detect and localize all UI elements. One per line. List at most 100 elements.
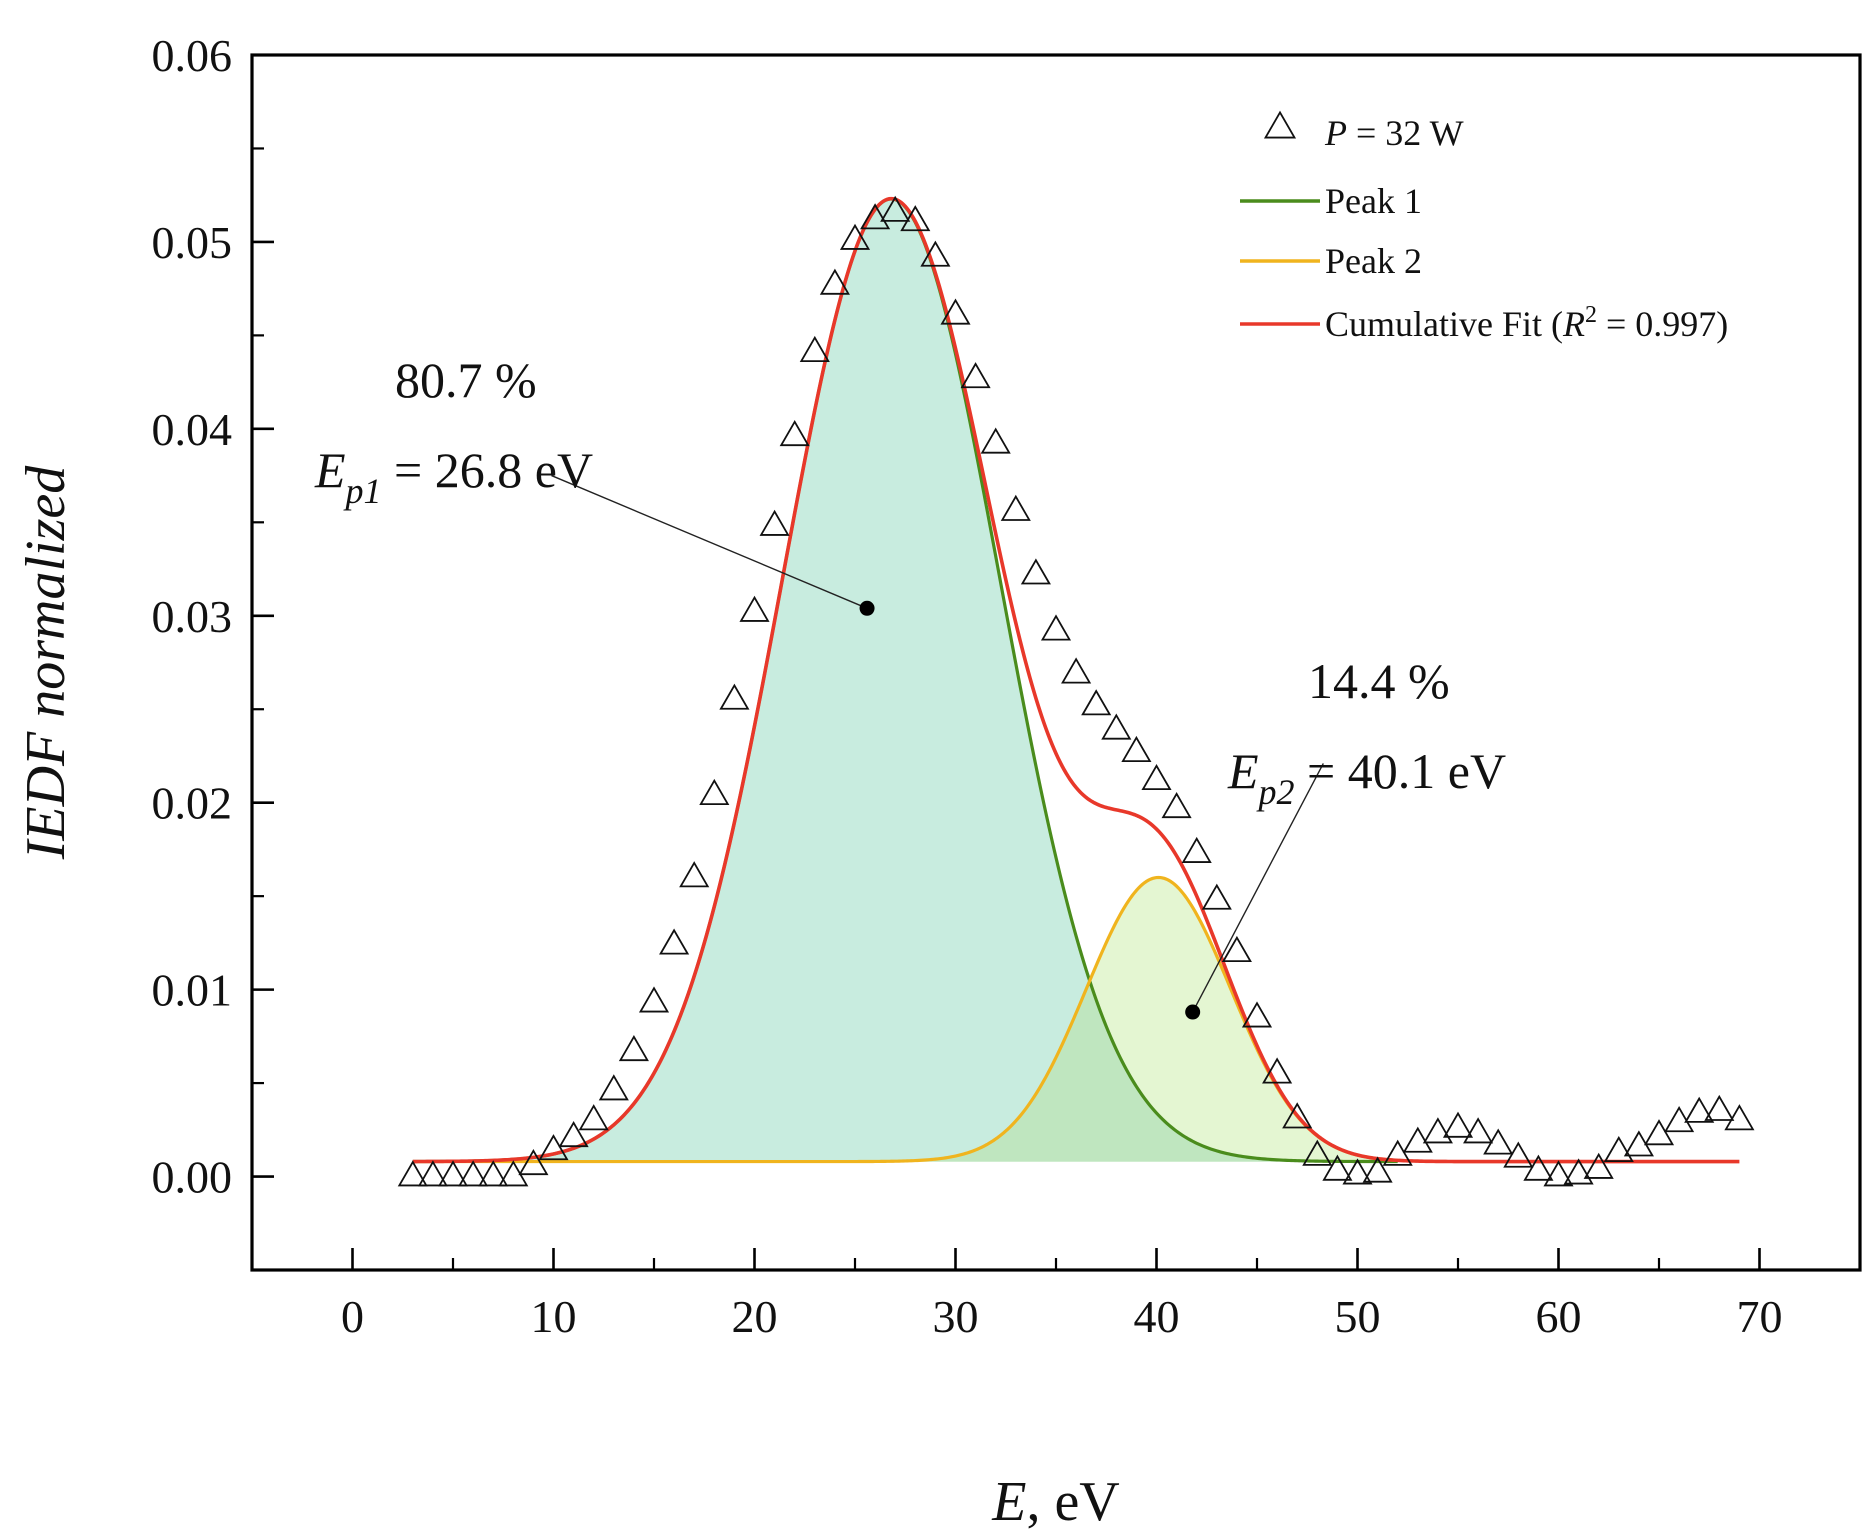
data-point: [759, 509, 790, 536]
legend-label-points: P = 32 W: [1324, 113, 1464, 153]
x-tick-label: 10: [531, 1291, 577, 1342]
data-point: [1181, 836, 1212, 863]
data-point: [458, 1160, 489, 1187]
data-point: [860, 203, 891, 230]
data-point: [638, 986, 670, 1013]
data-point: [1040, 614, 1072, 641]
data-point: [1141, 763, 1172, 791]
cumulative-fit-curve: [412, 196, 1740, 1164]
data-point: [1603, 1135, 1634, 1163]
data-point: [920, 240, 951, 267]
x-tick-label: 0: [341, 1291, 364, 1342]
y-tick-label: 0.04: [152, 404, 233, 455]
annotation-leader-line: [551, 474, 868, 609]
overlap-fill: [412, 982, 1398, 1162]
data-point: [618, 1035, 649, 1062]
data-point: [1684, 1096, 1715, 1123]
axes-layer: 0 10 20 30 40 50 60 70 0.00 0.01 0.02 0.03 0.04 0.05 0…: [15, 30, 1862, 1533]
x-tick-label: 70: [1737, 1291, 1783, 1342]
data-point: [960, 362, 991, 389]
x-tick-label: 40: [1134, 1291, 1180, 1342]
data-point: [1643, 1119, 1675, 1146]
data-point: [437, 1160, 469, 1187]
data-point: [1543, 1160, 1574, 1187]
legend-label-peak2: Peak 2: [1325, 241, 1422, 281]
data-point: [900, 205, 931, 232]
data-point: [819, 268, 850, 295]
data-point: [880, 195, 911, 222]
data-point: [1161, 792, 1192, 819]
data-point: [1241, 1001, 1273, 1028]
data-point: [799, 335, 830, 362]
data-point: [980, 427, 1011, 454]
peak2-fill: [412, 877, 1398, 1162]
y-tick-label: 0.01: [152, 965, 233, 1016]
legend-label-fit: Cumulative Fit (R2 = 0.997): [1325, 302, 1728, 344]
data-point: [1664, 1106, 1695, 1133]
peak2-curve: [412, 875, 1398, 1164]
legend-label-peak1: Peak 1: [1325, 181, 1422, 221]
annotation-percent: 80.7 %: [395, 352, 537, 408]
data-point: [1483, 1128, 1514, 1155]
data-point: [1282, 1102, 1313, 1129]
data-point: [1201, 883, 1232, 910]
data-point: [779, 420, 810, 447]
y-tick-label: 0.06: [152, 30, 233, 81]
x-axis-title: E, eV: [991, 1471, 1120, 1533]
annotation-leader-line: [1192, 763, 1324, 1013]
data-point: [1583, 1152, 1614, 1179]
y-axis-title: IEDF normalized: [15, 465, 77, 861]
legend: P = 32 W Peak 1 Peak 2 Cumulative Fit (R2 =…: [1240, 110, 1728, 344]
data-point: [739, 595, 770, 622]
data-point: [1724, 1104, 1755, 1131]
annotation-dot: [1185, 1004, 1201, 1020]
data-point: [1382, 1139, 1413, 1166]
data-point: [1704, 1094, 1735, 1121]
annotation-percent: 14.4 %: [1308, 653, 1450, 709]
x-tick-label: 60: [1536, 1291, 1582, 1342]
peak1-fill: [412, 198, 1398, 1162]
data-point: [538, 1134, 569, 1161]
annotation-label: Ep1 = 26.8 eV: [314, 442, 593, 511]
data-point: [1101, 713, 1132, 740]
data-point: [1061, 657, 1092, 684]
data-point: [1262, 1057, 1293, 1084]
data-point: [1362, 1156, 1393, 1183]
fill-layer: [412, 198, 1398, 1162]
y-tick-label: 0.03: [152, 591, 233, 642]
data-point: [1221, 935, 1252, 963]
data-point: [659, 928, 690, 955]
data-point: [719, 683, 750, 710]
data-point: [1000, 494, 1031, 521]
x-tick-label: 20: [732, 1291, 778, 1342]
data-point: [1342, 1158, 1373, 1185]
y-tick-label: 0.00: [152, 1152, 233, 1203]
x-tick-label: 30: [933, 1291, 979, 1342]
y-tick-label: 0.02: [152, 778, 233, 829]
data-point: [417, 1160, 448, 1187]
data-point: [598, 1074, 629, 1101]
data-point: [940, 298, 971, 325]
data-point: [1563, 1158, 1594, 1185]
data-point: [578, 1104, 609, 1131]
data-point: [1020, 558, 1051, 585]
data-point: [518, 1149, 549, 1176]
y-tick-label: 0.05: [152, 217, 233, 268]
data-point: [558, 1120, 589, 1148]
annotation-dot: [859, 600, 875, 616]
data-point: [397, 1160, 428, 1187]
data-point: [1442, 1111, 1474, 1138]
data-point: [1463, 1117, 1494, 1144]
data-point: [679, 861, 710, 888]
data-point: [1402, 1126, 1433, 1153]
data-point: [478, 1160, 509, 1187]
data-point: [1422, 1117, 1453, 1144]
data-point: [1322, 1154, 1353, 1181]
data-point: [1302, 1139, 1333, 1166]
data-point: [1523, 1154, 1554, 1181]
x-tick-label: 50: [1335, 1291, 1381, 1342]
annotation-label: Ep2 = 40.1 eV: [1227, 743, 1506, 812]
data-point: [1121, 735, 1152, 763]
